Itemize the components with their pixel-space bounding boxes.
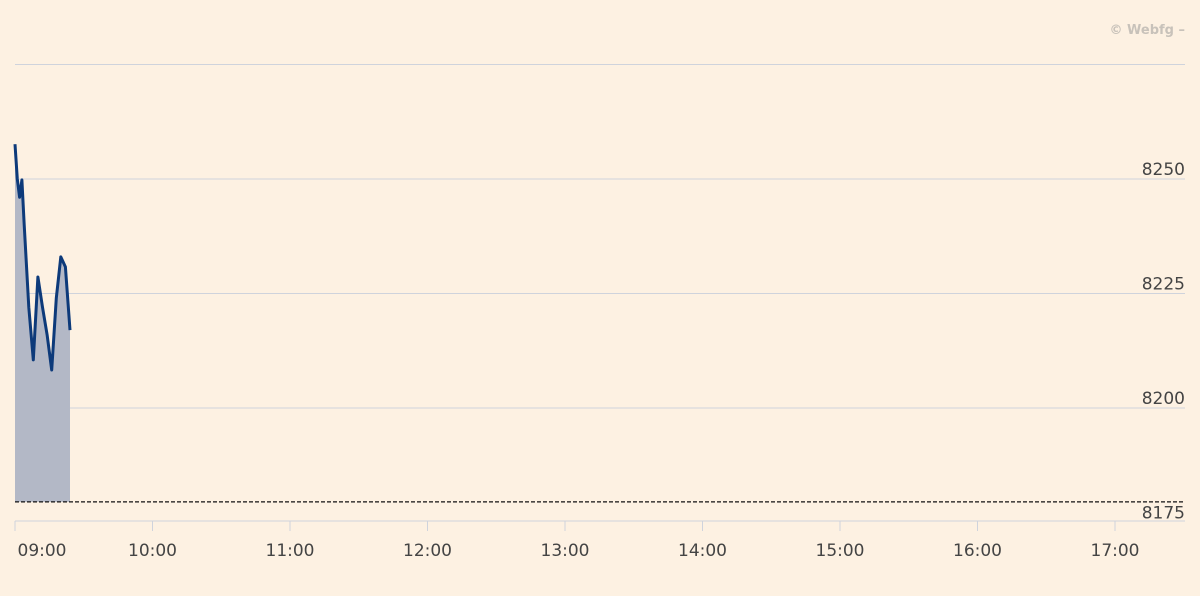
x-tick-label: 09:00 bbox=[18, 541, 67, 561]
x-tick-label: 10:00 bbox=[128, 541, 177, 561]
y-tick-label: 8250 bbox=[1142, 160, 1185, 180]
credit-label: © Webfg – bbox=[1109, 23, 1185, 38]
y-ticks: 8175 8200 8225 8250 bbox=[1142, 160, 1185, 524]
x-tick-label: 13:00 bbox=[541, 541, 590, 561]
x-tick-label: 12:00 bbox=[403, 541, 452, 561]
y-tick-label: 8225 bbox=[1142, 275, 1185, 295]
x-tick-label: 15:00 bbox=[816, 541, 865, 561]
series-area bbox=[15, 144, 70, 502]
x-tick-label: 14:00 bbox=[678, 541, 727, 561]
gridlines bbox=[15, 64, 1185, 409]
x-tick-label: 16:00 bbox=[953, 541, 1002, 561]
x-ticks: 09:00 10:00 11:00 12:00 13:00 14:00 15:00 16:00… bbox=[14, 521, 1140, 561]
x-tick-label: 11:00 bbox=[266, 541, 315, 561]
y-tick-label: 8175 bbox=[1142, 504, 1185, 524]
y-tick-label: 8200 bbox=[1142, 389, 1185, 409]
x-tick-label: 17:00 bbox=[1091, 541, 1140, 561]
series-line bbox=[13, 144, 72, 372]
